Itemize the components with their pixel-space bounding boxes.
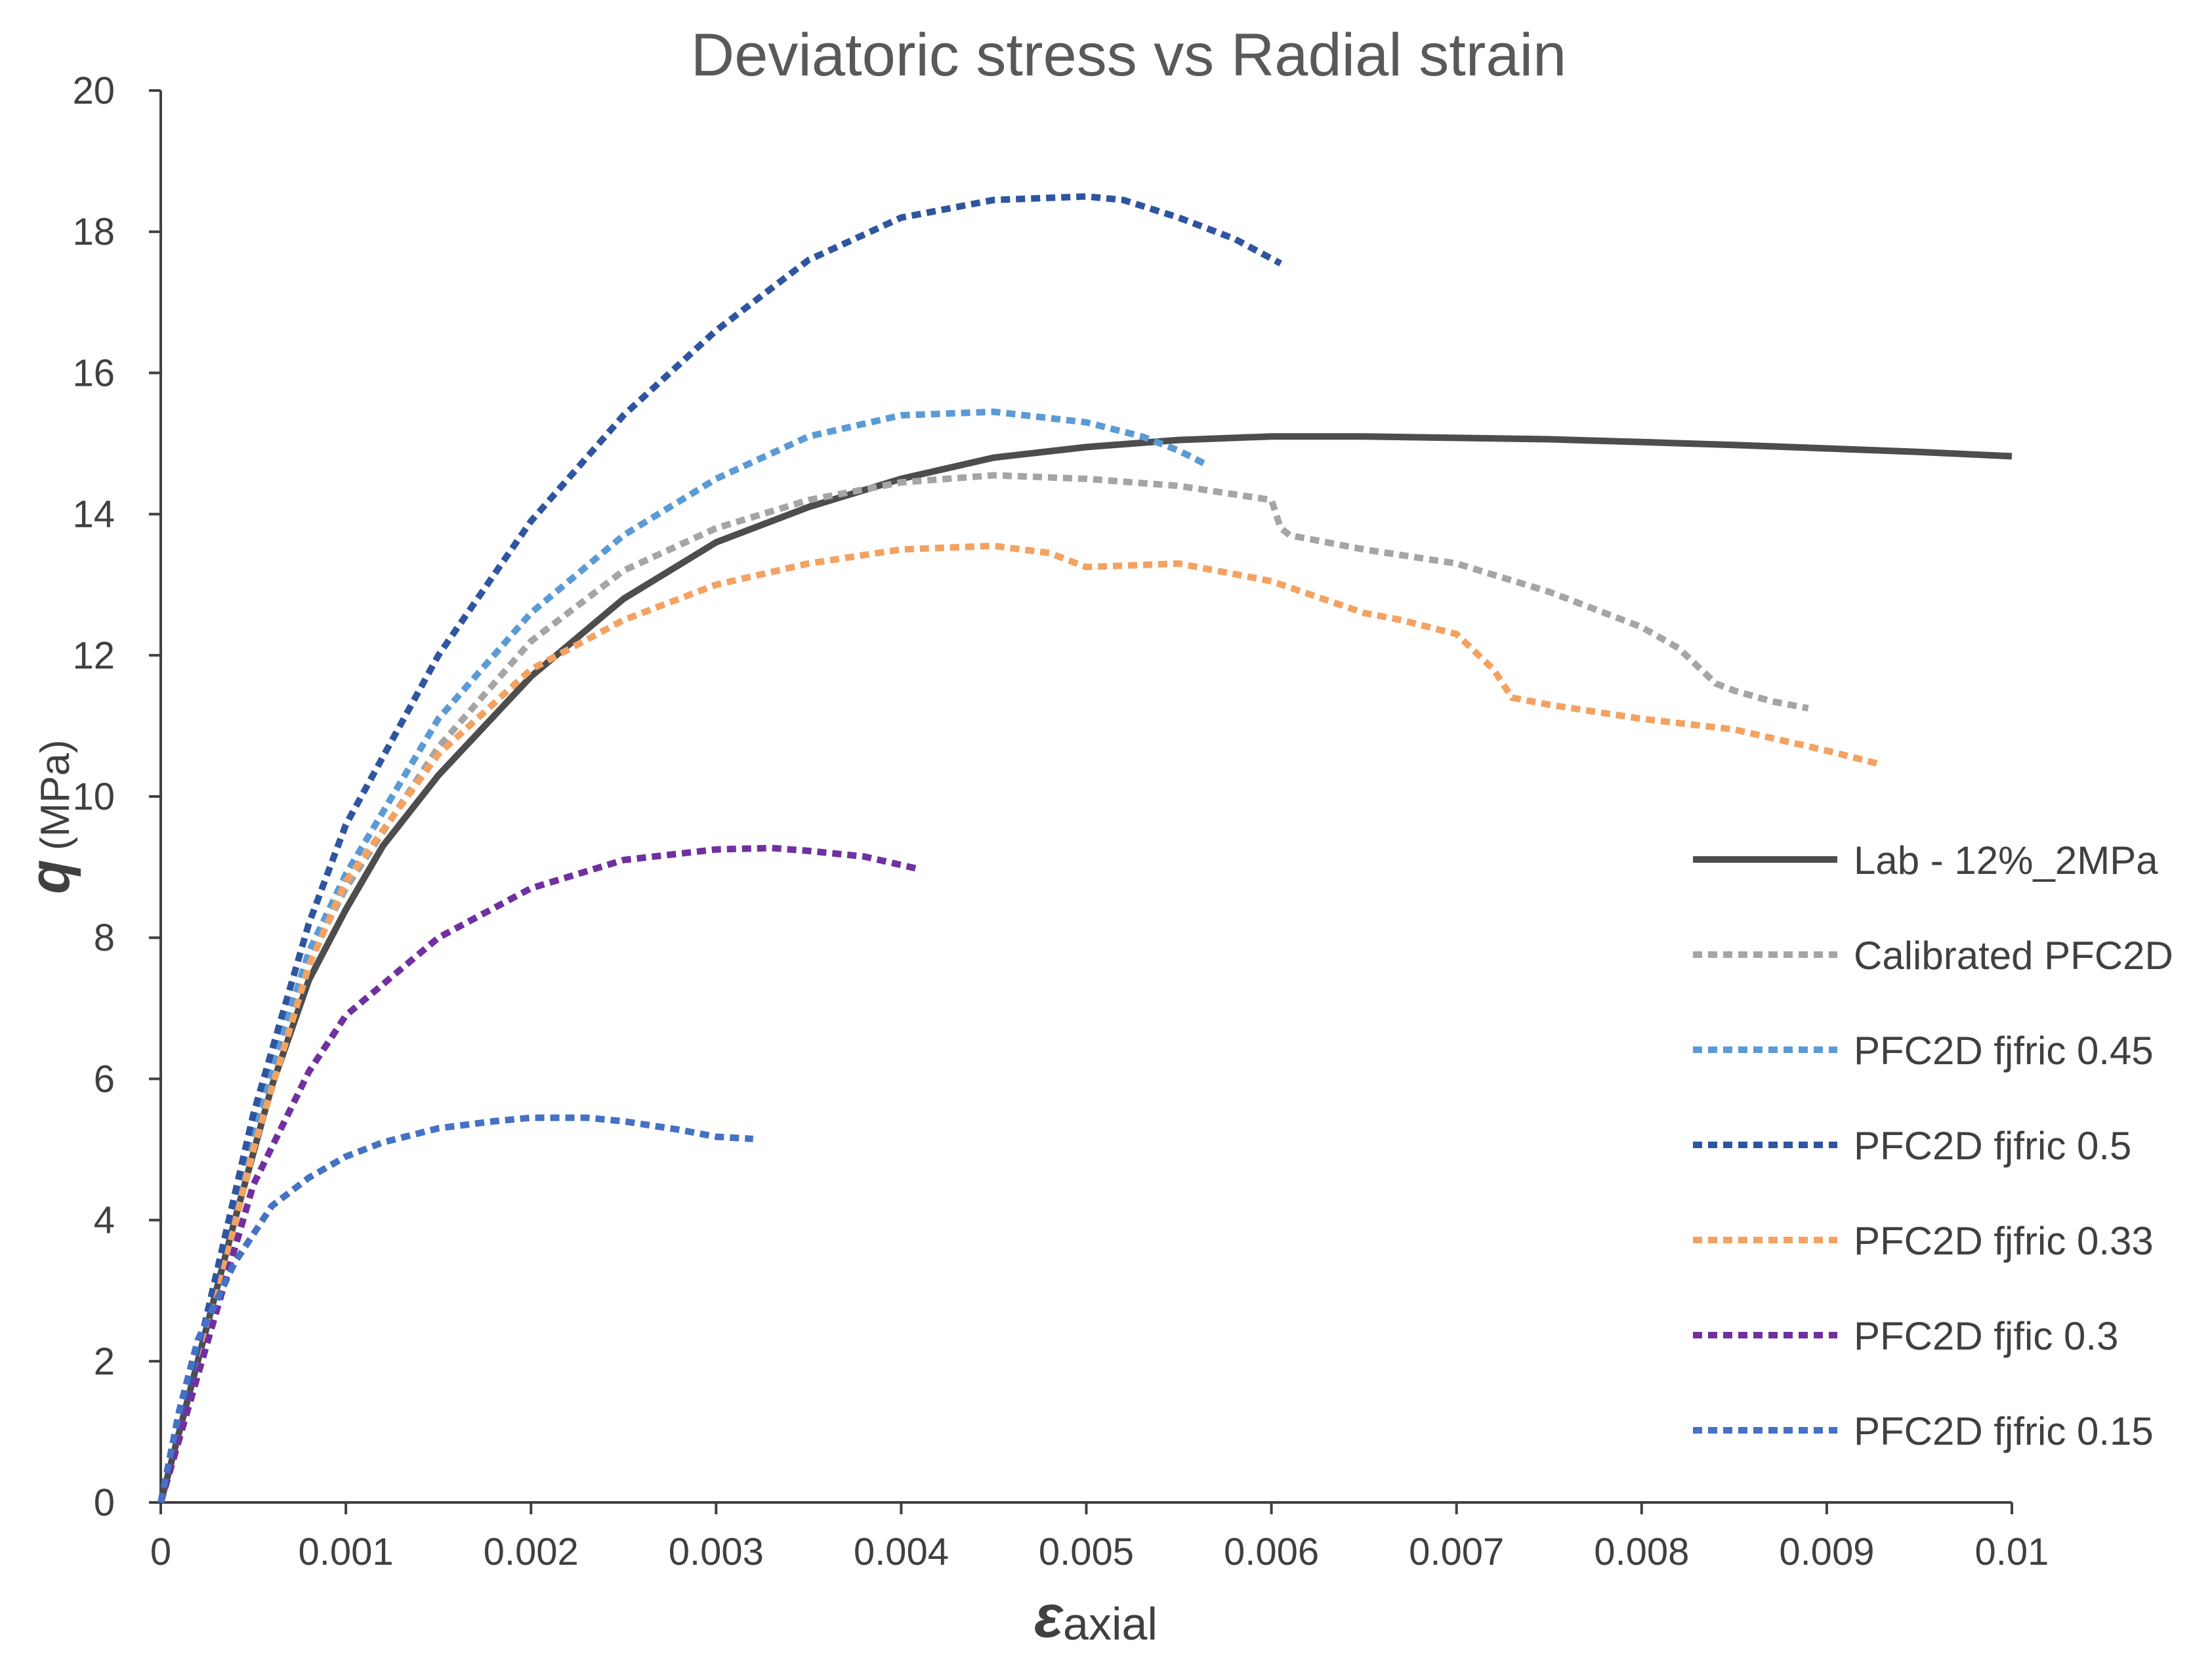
legend-label: PFC2D fjfric 0.33 <box>1854 1219 2154 1263</box>
y-tick-label: 6 <box>94 1058 115 1100</box>
series-layer <box>157 193 2013 1504</box>
x-axis-title: εaxial <box>1034 1583 1158 1650</box>
x-tick-label: 0.001 <box>299 1531 394 1573</box>
y-tick-label: 16 <box>72 352 115 394</box>
series-line-5 <box>157 543 1883 1504</box>
y-axis-symbol: q <box>18 859 81 894</box>
y-tick-label: 14 <box>72 493 115 536</box>
legend-label: PFC2D fjfric 0.45 <box>1854 1029 2154 1073</box>
series-line-6 <box>157 844 921 1504</box>
x-tick-label: 0.006 <box>1224 1531 1319 1573</box>
x-tick-label: 0.008 <box>1594 1531 1689 1573</box>
x-tick-label: 0.009 <box>1779 1531 1874 1573</box>
x-tick-label: 0.004 <box>854 1531 949 1573</box>
series-line-4 <box>157 193 1283 1504</box>
legend-label: Calibrated PFC2D <box>1854 934 2173 978</box>
legend: Lab - 12%_2MPa Calibrated PFC2D PFC2D fjfr… <box>1693 838 2173 1453</box>
x-axis-symbol: ε <box>1034 1583 1064 1650</box>
y-axis-unit: (MPa) <box>33 739 78 850</box>
y-tick-label: 8 <box>94 917 115 959</box>
legend-label: PFC2D fjfric 0.15 <box>1854 1409 2154 1453</box>
y-tick-label: 18 <box>72 211 115 253</box>
y-tick-label: 10 <box>72 775 115 818</box>
x-axis-subscript: axial <box>1063 1598 1158 1649</box>
chart-title: Deviatoric stress vs Radial strain <box>691 22 1566 89</box>
y-tick-label: 20 <box>72 70 115 112</box>
axes: 0 0.001 0.002 0.003 0.004 0.005 0.006 0.007 0.00… <box>72 70 2049 1573</box>
x-tick-label: 0.005 <box>1039 1531 1134 1573</box>
x-tick-label: 0.01 <box>1975 1531 2049 1573</box>
y-axis-title: q (MPa) <box>18 739 81 894</box>
y-tick-label: 0 <box>94 1481 115 1524</box>
legend-label: PFC2D fjfric 0.5 <box>1854 1124 2131 1168</box>
legend-label: Lab - 12%_2MPa <box>1854 838 2158 882</box>
y-tick-label: 12 <box>72 634 115 677</box>
legend-label: PFC2D fjfic 0.3 <box>1854 1314 2118 1358</box>
x-tick-label: 0.007 <box>1409 1531 1504 1573</box>
x-tick-label: 0.002 <box>484 1531 579 1573</box>
series-line-1 <box>157 433 2013 1504</box>
x-tick-label: 0.003 <box>669 1531 764 1573</box>
y-tick-label: 2 <box>94 1340 115 1383</box>
x-tick-label: 0 <box>150 1531 171 1573</box>
series-line-3 <box>157 408 1209 1504</box>
y-tick-label: 4 <box>94 1199 115 1242</box>
